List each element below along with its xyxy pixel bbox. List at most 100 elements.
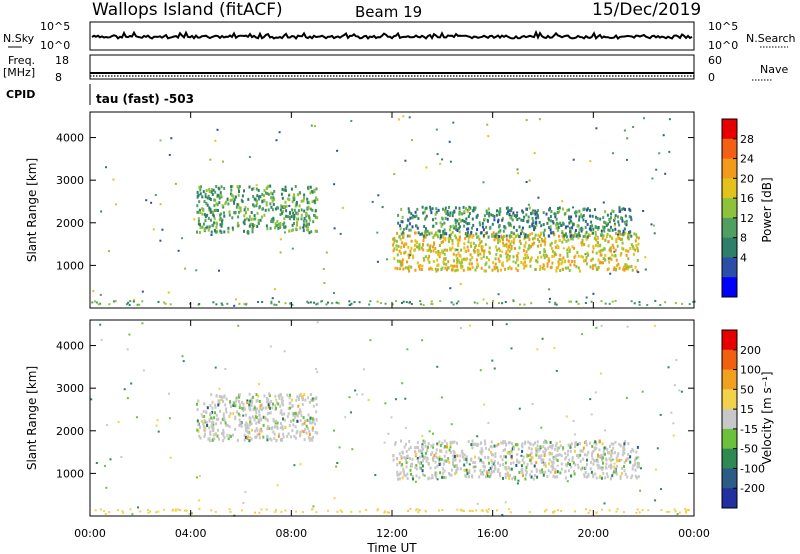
data-cell [646,304,649,306]
data-cell [263,213,266,217]
data-cell [586,475,588,479]
data-cell [500,268,502,272]
data-cell [246,423,249,427]
x-tick-label: 08:00 [275,527,307,540]
data-cell [543,248,546,252]
data-cell [638,303,641,306]
data-cell [571,237,574,241]
data-cell [507,441,510,445]
data-cell [189,302,192,305]
data-cell [575,441,578,444]
data-cell [458,212,461,216]
data-cell [245,210,247,214]
data-cell [685,510,687,513]
data-cell [258,421,261,425]
data-cell [585,508,587,511]
data-cell [528,238,531,242]
data-cell [614,227,617,231]
data-cell [585,440,587,443]
data-cell [592,475,595,479]
data-cell [480,452,483,456]
data-cell [508,265,511,269]
data-cell [615,456,618,460]
data-cell [204,219,207,223]
data-cell [243,406,246,410]
data-cell [512,241,515,245]
data-cell [634,461,637,465]
data-cell [427,442,430,446]
data-cell [468,212,471,216]
data-cell [507,466,510,470]
data-cell [401,302,403,304]
data-cell [526,462,529,466]
data-cell [543,454,546,457]
data-cell [625,396,628,399]
data-cell [272,417,275,421]
data-cell [629,450,632,454]
data-cell [582,457,585,461]
data-cell [203,228,206,231]
data-cell [464,258,467,262]
data-cell [501,218,504,222]
data-cell [542,264,545,268]
data-cell [571,459,574,463]
data-cell [226,197,229,201]
data-cell [464,474,467,478]
data-cell [525,473,528,477]
data-cell [504,455,507,459]
data-cell [456,454,459,458]
data-cell [198,499,201,502]
data-cell [499,207,502,211]
data-cell [603,247,606,251]
data-cell [472,241,475,245]
data-cell [308,400,311,404]
data-cell [459,212,462,216]
data-cell [571,245,574,249]
data-cell [523,215,526,219]
data-cell [288,211,291,215]
colorbar-segment [722,158,737,179]
data-cell [336,462,339,464]
data-cell [294,436,297,440]
data-cell [427,461,430,465]
data-cell [179,509,182,512]
data-cell [241,406,244,410]
data-cell [197,429,200,433]
data-cell [451,239,454,242]
data-cell [520,218,523,222]
data-cell [247,197,250,201]
data-cell [408,301,411,304]
data-cell [226,423,229,427]
data-cell [272,430,275,434]
data-cell [449,160,452,163]
data-cell [468,469,471,473]
data-cell [416,226,419,230]
data-cell [207,228,210,232]
data-cell [626,475,629,479]
data-cell [418,476,421,480]
data-cell [305,222,308,226]
data-cell [487,508,490,511]
data-cell [311,436,314,439]
data-cell [604,452,606,456]
data-cell [425,227,427,231]
data-cell [299,226,302,230]
data-cell [548,288,551,291]
data-cell [471,439,474,443]
data-cell [437,253,440,257]
data-cell [547,217,550,221]
data-cell [279,251,282,254]
data-cell [400,245,403,249]
data-cell [425,206,428,210]
data-cell [509,216,512,220]
data-cell [405,226,408,230]
data-cell [505,238,508,242]
data-cell [412,254,415,258]
data-cell [274,510,277,513]
data-cell [557,260,560,264]
data-cell [276,425,279,429]
data-cell [203,428,206,432]
data-cell [610,463,613,467]
data-cell [442,467,445,471]
data-cell [527,215,530,219]
